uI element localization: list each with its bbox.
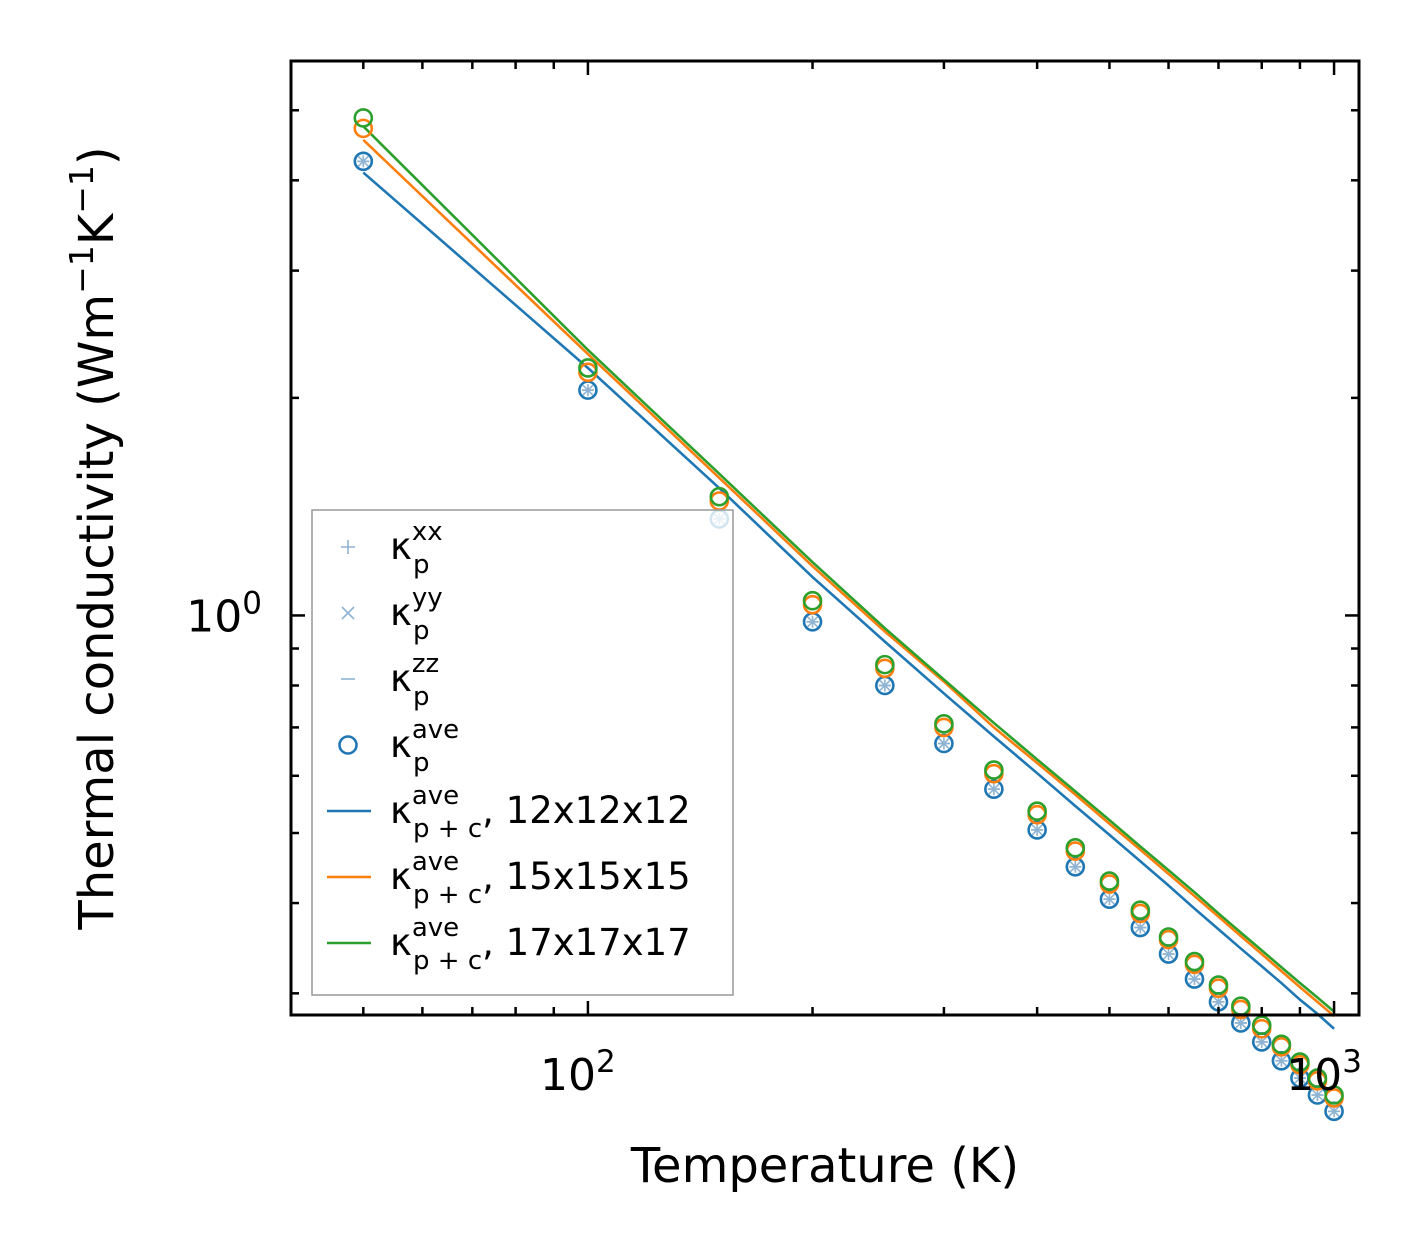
data-point	[1184, 951, 1205, 972]
x-tick-label: 102	[540, 1044, 616, 1101]
data-point	[1027, 801, 1047, 821]
plot-frame	[289, 59, 1361, 1017]
plot-content	[353, 108, 1344, 1122]
data-point	[578, 358, 598, 378]
legend-label: κave p + c, 17x17x17	[390, 913, 691, 976]
data-point	[802, 594, 823, 615]
data-point	[1324, 1085, 1344, 1105]
line-series-1	[362, 171, 1335, 1030]
data-point	[1065, 837, 1086, 858]
legend-marker-circle	[338, 735, 358, 755]
legend-label: κyy p	[390, 583, 443, 646]
legend-label: κxx p	[390, 517, 443, 580]
legend-frame	[311, 509, 734, 996]
data-point	[1099, 871, 1120, 891]
legend-label: κave p + c, 15x15x15	[390, 847, 691, 910]
data-point	[709, 486, 730, 507]
data-point	[875, 654, 895, 675]
legend-label: κzz p	[390, 649, 439, 712]
data-point	[984, 779, 1004, 799]
legend-marker-plus	[341, 540, 355, 554]
data-point	[1290, 1052, 1310, 1072]
data-point	[353, 118, 374, 139]
legend-label: κave p + c, 12x12x12	[390, 781, 691, 844]
scatter-series-6	[353, 108, 1344, 1105]
scatter-series-3	[357, 160, 1341, 1113]
x-tick-label: 103	[1286, 1044, 1362, 1101]
axis-ticks	[289, 61, 1359, 1015]
legend-label: κave p	[390, 715, 459, 778]
y-tick-label: 100	[186, 585, 262, 642]
legend-marker-x	[341, 606, 355, 620]
data-point	[1208, 975, 1229, 995]
line-series-3	[362, 125, 1335, 1013]
data-point	[1307, 1068, 1328, 1088]
data-point	[1251, 1015, 1272, 1036]
data-point	[1271, 1034, 1292, 1055]
data-point	[1065, 856, 1086, 877]
y-axis-label: Thermal conductivity (Wm−1K−1)	[62, 146, 125, 930]
data-point	[802, 590, 823, 611]
tick-labels: 102 103 100	[186, 585, 1362, 1101]
y-axis-label-text: Thermal conductivity (Wm−1K−1)	[62, 146, 125, 930]
data-point	[353, 108, 374, 128]
data-point	[1027, 820, 1047, 840]
data-point	[984, 760, 1004, 780]
data-point	[353, 151, 374, 172]
data-point	[934, 714, 954, 734]
data-point	[1158, 927, 1179, 947]
data-point	[1130, 900, 1151, 920]
line-series-2	[362, 138, 1335, 1018]
x-axis-label: Temperature (K)	[630, 1138, 1019, 1194]
